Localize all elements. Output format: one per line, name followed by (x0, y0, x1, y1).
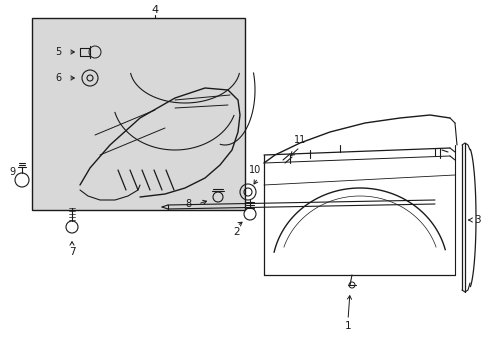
Text: 11: 11 (293, 135, 305, 145)
Text: 3: 3 (473, 215, 479, 225)
Text: 10: 10 (248, 165, 261, 175)
Text: 7: 7 (68, 247, 75, 257)
Text: 8: 8 (184, 199, 191, 209)
Text: 2: 2 (233, 227, 240, 237)
Text: 5: 5 (55, 47, 61, 57)
Bar (32, 18, 244, 210)
Text: 9: 9 (9, 167, 15, 177)
Text: 1: 1 (344, 321, 350, 331)
Text: 6: 6 (55, 73, 61, 83)
Text: 4: 4 (151, 5, 158, 15)
